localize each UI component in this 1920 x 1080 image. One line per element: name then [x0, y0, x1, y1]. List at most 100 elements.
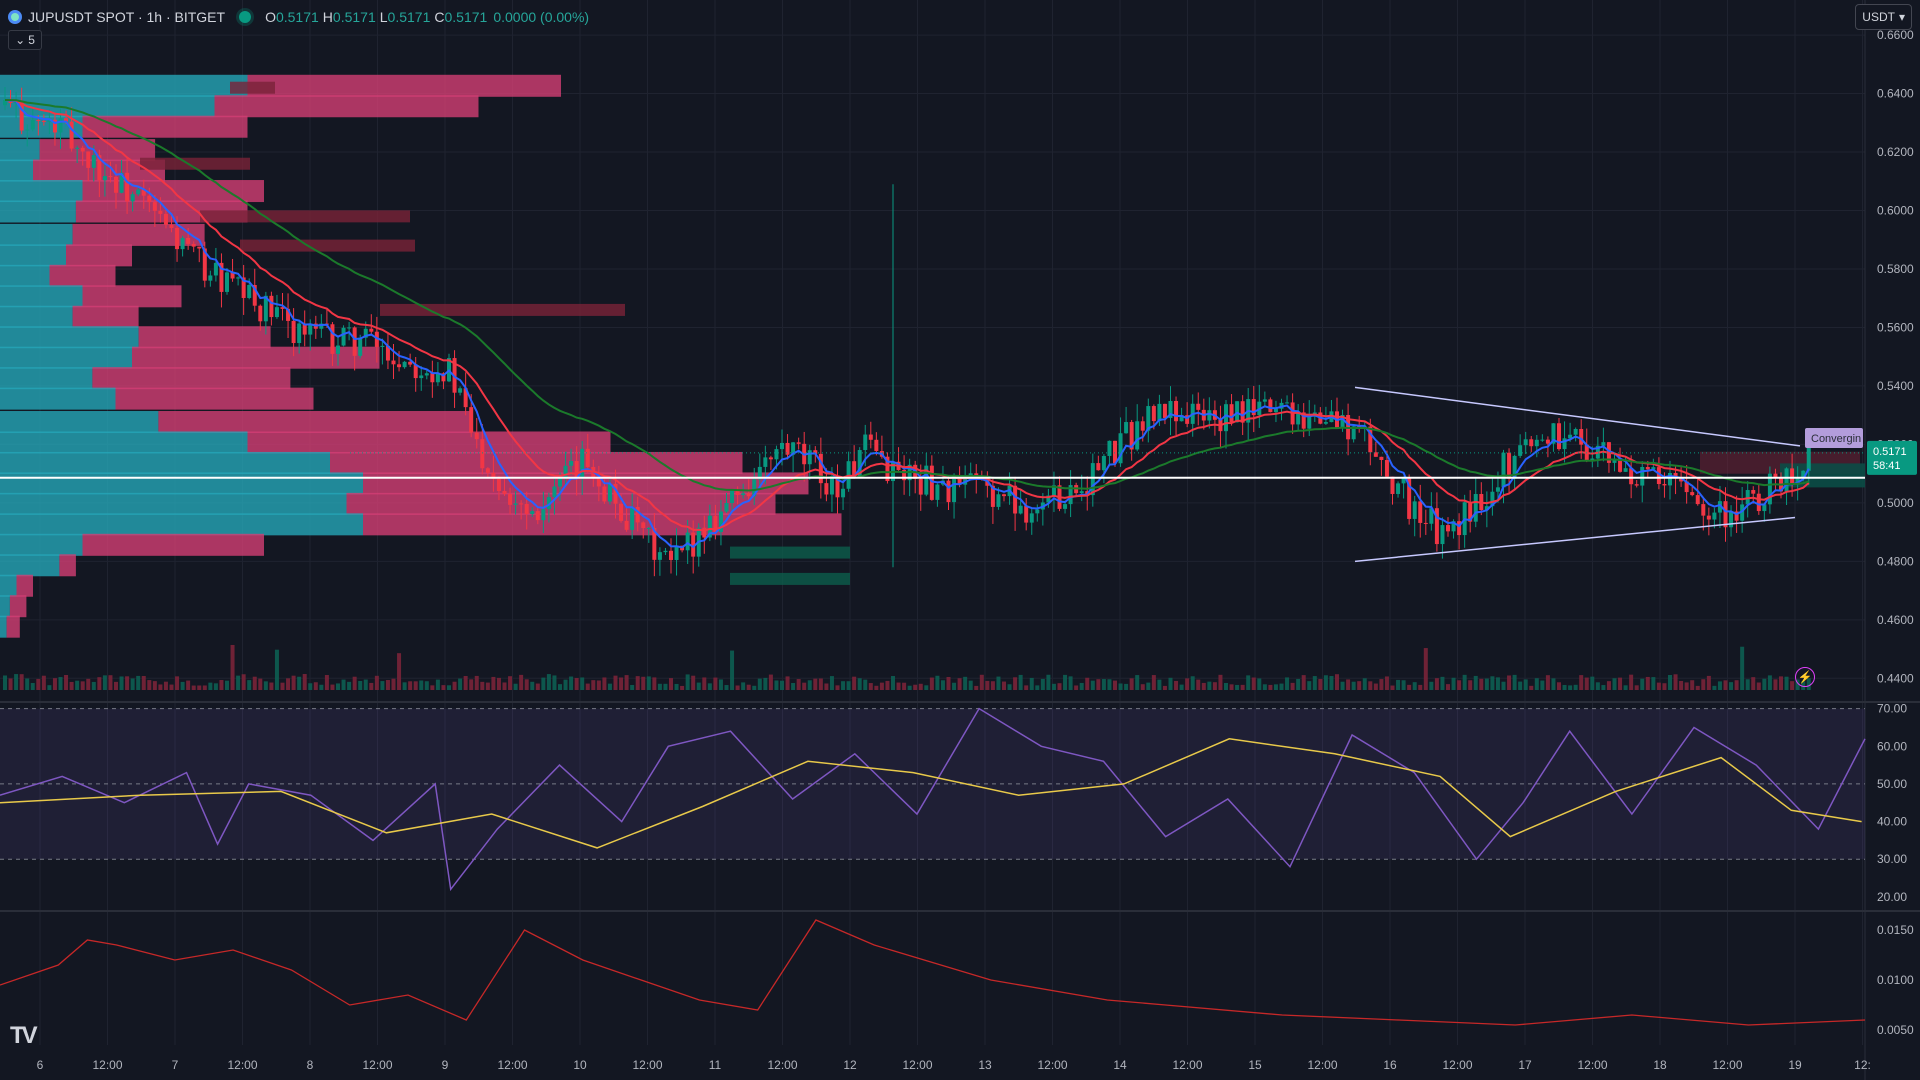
volume-bar [1512, 674, 1517, 690]
order-block-zone [200, 210, 410, 223]
indicators-collapse-button[interactable]: ⌄ 5 [8, 30, 42, 50]
volume-bar [1557, 682, 1561, 690]
volume-bar [519, 674, 524, 690]
flash-icon[interactable]: ⚡ [1795, 667, 1815, 687]
volume-bar [1251, 677, 1256, 690]
volume-bar [957, 678, 962, 690]
moving-average-line [4, 99, 1810, 492]
candle-body [752, 479, 757, 497]
candle-body [397, 364, 402, 368]
volume-profile-sell-bar [6, 615, 20, 638]
candle-body [763, 457, 768, 467]
candle-body [363, 328, 368, 338]
volume-bar [1590, 676, 1595, 690]
rsi-tick-label: 20.00 [1877, 890, 1907, 904]
volume-bar [829, 676, 834, 690]
volume-profile-sell-bar [92, 367, 291, 390]
volume-profile-sell-bar [49, 264, 116, 287]
volume-bar [630, 684, 635, 690]
candle-body [741, 493, 746, 495]
volume-bar [1090, 680, 1095, 690]
volume-bar [1346, 679, 1351, 690]
volume-bar [718, 679, 723, 690]
candle-body [1751, 490, 1756, 494]
volume-bar [119, 676, 124, 690]
volume-bar [1690, 680, 1695, 690]
candle-body [1146, 406, 1151, 431]
time-tick-label: 12:00 [632, 1058, 662, 1072]
pattern-label-text: Convergin [1811, 433, 1861, 445]
volume-bar [1262, 684, 1267, 690]
candle-body [158, 210, 163, 214]
candle-body [1662, 484, 1667, 486]
low-label: L [379, 9, 388, 25]
volume-profile-sell-bar [330, 451, 743, 474]
volume-profile-buy-bar [0, 244, 66, 267]
volume-bar [1551, 678, 1556, 690]
candle-body [202, 248, 207, 281]
time-tick-label: 12:00 [497, 1058, 527, 1072]
volume-bar [1096, 679, 1101, 690]
volume-profile-sell-bar [82, 115, 248, 138]
candle-body [391, 360, 396, 365]
time-tick-label: 14 [1113, 1058, 1127, 1072]
volume-bar [1545, 675, 1550, 690]
candle-body [1307, 416, 1312, 429]
volume-bar [524, 679, 529, 690]
volume-bar [674, 683, 679, 690]
candle-body [718, 511, 723, 533]
candle-body [1767, 473, 1772, 505]
candle-body [1629, 468, 1634, 485]
candle-body [1268, 399, 1273, 413]
volume-bar [691, 675, 696, 690]
volume-bar [1640, 678, 1645, 690]
candle-body [1168, 401, 1173, 418]
market-status-icon[interactable] [239, 11, 252, 23]
volume-profile-buy-bar [0, 264, 50, 287]
volume-bar [1301, 675, 1306, 690]
volume-bar [1568, 685, 1573, 690]
candle-body [535, 511, 540, 521]
candle-body [1323, 422, 1328, 424]
volume-bar [1623, 685, 1628, 690]
volume-profile-sell-bar [346, 492, 776, 515]
volume-bar [1429, 681, 1434, 690]
candle-body [424, 373, 429, 376]
volume-profile-sell-bar [72, 223, 205, 246]
candle-body [102, 176, 107, 181]
volume-profile-buy-bar [0, 159, 33, 182]
volume-bar [1457, 680, 1462, 690]
candle-body [1296, 412, 1301, 425]
volume-bar [1107, 679, 1112, 690]
candle-body [1179, 415, 1184, 422]
candle-body [1784, 468, 1789, 492]
candle-body [874, 439, 879, 452]
volume-bar [963, 676, 968, 690]
candle-body [136, 189, 141, 195]
time-tick-label: 12:00 [1442, 1058, 1472, 1072]
candle-body [746, 493, 751, 497]
candle-body [1051, 485, 1056, 496]
currency-selector[interactable]: USDT ▾ [1855, 4, 1912, 30]
volume-bar [263, 681, 268, 690]
volume-bar [1129, 678, 1134, 690]
volume-bar [208, 682, 213, 690]
symbol-title[interactable]: JUPUSDT SPOT · 1h · BITGET [28, 9, 226, 25]
candle-body [1240, 401, 1245, 423]
volume-profile-buy-bar [0, 74, 248, 97]
pattern-label-box [1805, 428, 1863, 448]
volume-bar [1684, 682, 1689, 690]
volume-bar [1285, 677, 1290, 690]
volume-bar [1018, 674, 1023, 690]
volume-bar [213, 683, 218, 690]
volume-bar [136, 675, 141, 690]
volume-profile-buy-bar [0, 95, 215, 118]
volume-bar [735, 685, 740, 690]
candle-body [1695, 495, 1700, 505]
candle-body [669, 550, 673, 560]
volume-bar [97, 677, 102, 690]
candle-body [485, 468, 490, 473]
candle-body [330, 324, 335, 354]
candle-body [180, 237, 185, 250]
